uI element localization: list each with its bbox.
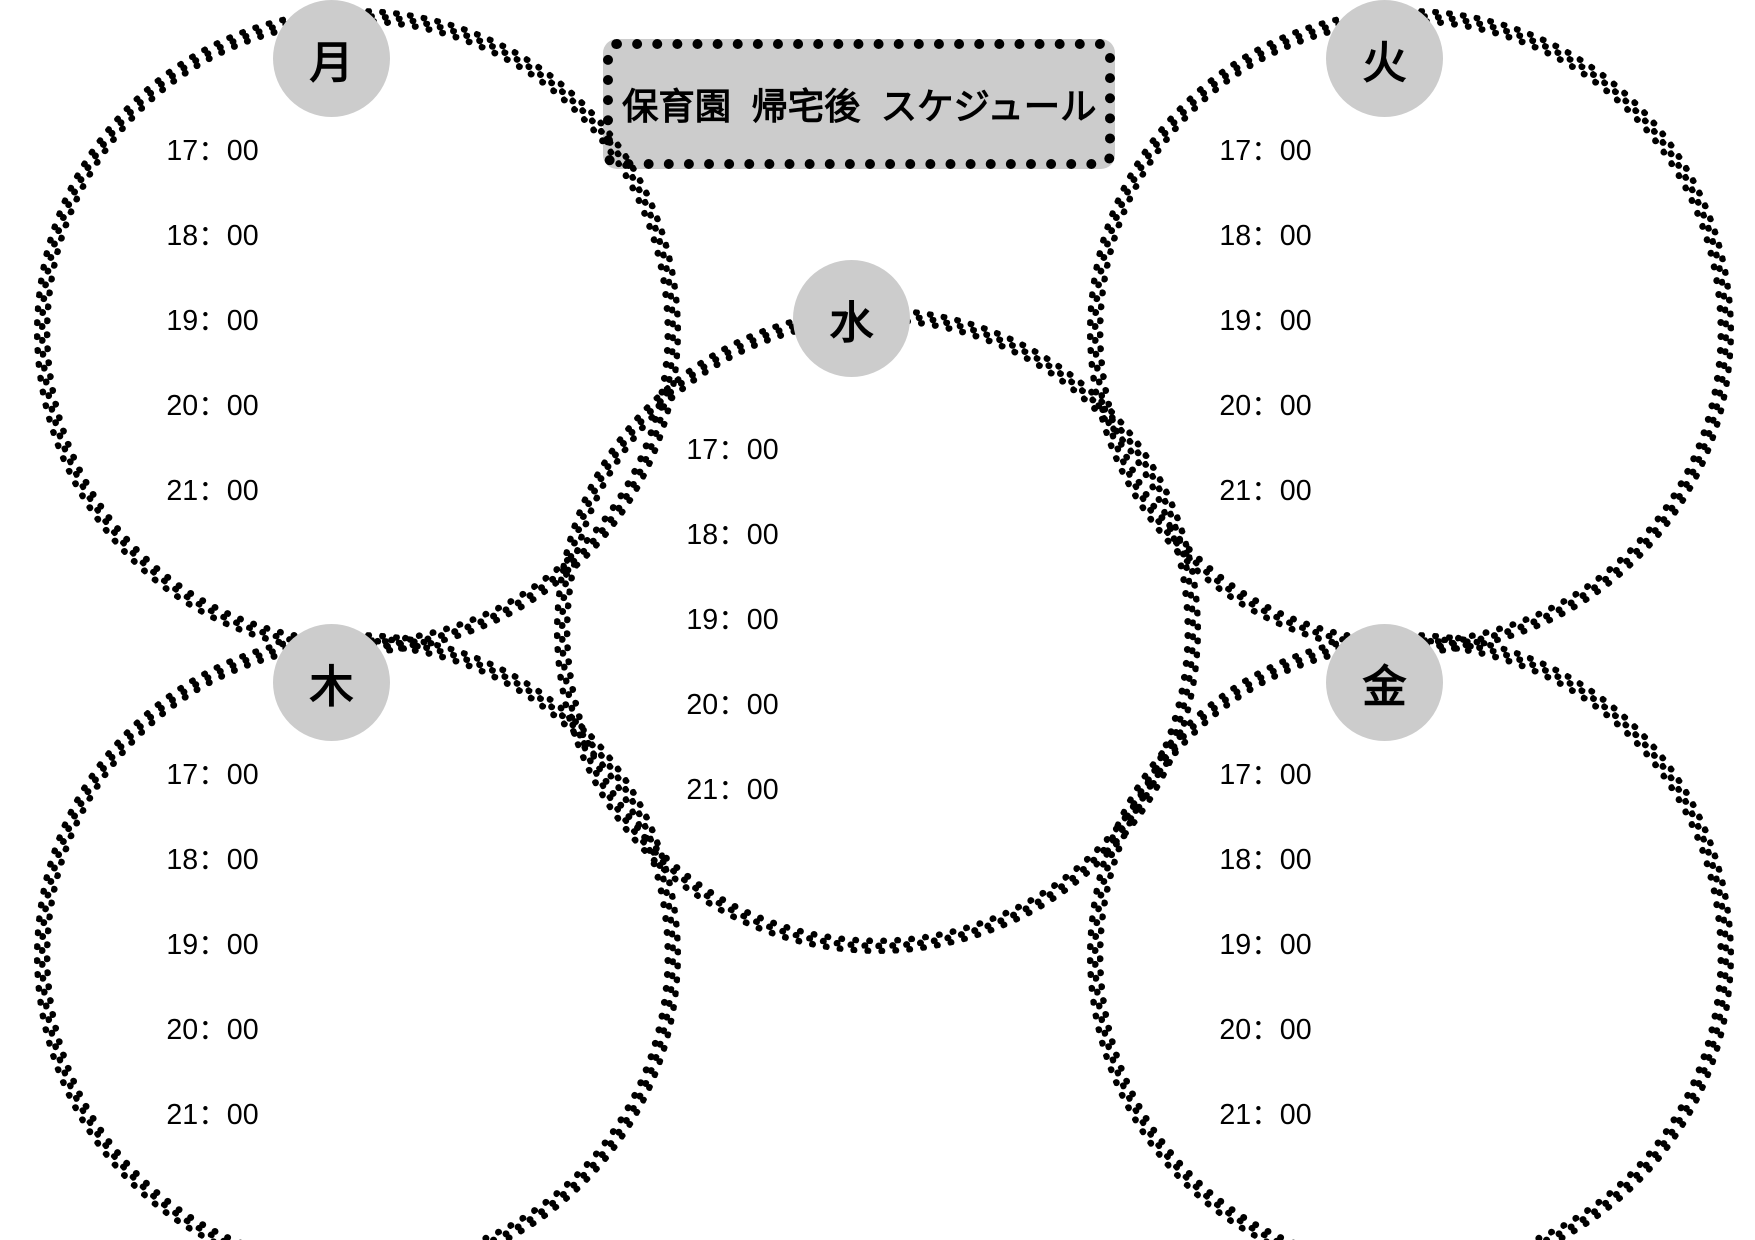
title-text: 保育園 帰宅後 スケジュール <box>622 78 1097 130</box>
day-badge: 木 <box>273 624 390 741</box>
day-badge: 水 <box>793 260 910 377</box>
time-label: 20：00 <box>166 383 258 424</box>
title-box: 保育園 帰宅後 スケジュール <box>603 39 1115 169</box>
time-list: 17：00 18：00 19：00 20：00 21：00 <box>1219 752 1311 1134</box>
time-label: 17：00 <box>166 128 258 169</box>
time-list: 17：00 18：00 19：00 20：00 21：00 <box>166 128 258 510</box>
time-label: 18：00 <box>166 213 258 254</box>
time-label: 21：00 <box>1219 468 1311 509</box>
time-label: 18：00 <box>166 837 258 878</box>
time-label: 18：00 <box>1219 213 1311 254</box>
time-list: 17：00 18：00 19：00 20：00 21：00 <box>686 427 778 809</box>
time-label: 20：00 <box>686 682 778 723</box>
time-label: 20：00 <box>1219 383 1311 424</box>
time-label: 21：00 <box>686 767 778 808</box>
time-label: 18：00 <box>686 512 778 553</box>
day-badge: 金 <box>1326 624 1443 741</box>
time-label: 17：00 <box>686 427 778 468</box>
time-list: 17：00 18：00 19：00 20：00 21：00 <box>166 752 258 1134</box>
day-badge: 火 <box>1326 0 1443 117</box>
day-label: 木 <box>309 651 353 715</box>
day-label: 火 <box>1362 27 1406 91</box>
day-label: 水 <box>829 287 873 351</box>
time-label: 20：00 <box>166 1007 258 1048</box>
time-label: 17：00 <box>1219 128 1311 169</box>
time-label: 19：00 <box>166 298 258 339</box>
time-list: 17：00 18：00 19：00 20：00 21：00 <box>1219 128 1311 510</box>
time-label: 19：00 <box>1219 922 1311 963</box>
time-label: 19：00 <box>686 597 778 638</box>
time-label: 21：00 <box>1219 1092 1311 1133</box>
time-label: 21：00 <box>166 1092 258 1133</box>
time-label: 21：00 <box>166 468 258 509</box>
day-badge: 月 <box>273 0 390 117</box>
time-label: 19：00 <box>166 922 258 963</box>
time-label: 17：00 <box>1219 752 1311 793</box>
time-label: 18：00 <box>1219 837 1311 878</box>
day-label: 月 <box>309 27 353 91</box>
time-label: 17：00 <box>166 752 258 793</box>
day-label: 金 <box>1362 651 1406 715</box>
schedule-stage: 保育園 帰宅後 スケジュール 17：00 18：00 19：00 20：00 21：00 月… <box>0 0 1755 1240</box>
time-label: 19：00 <box>1219 298 1311 339</box>
time-label: 20：00 <box>1219 1007 1311 1048</box>
